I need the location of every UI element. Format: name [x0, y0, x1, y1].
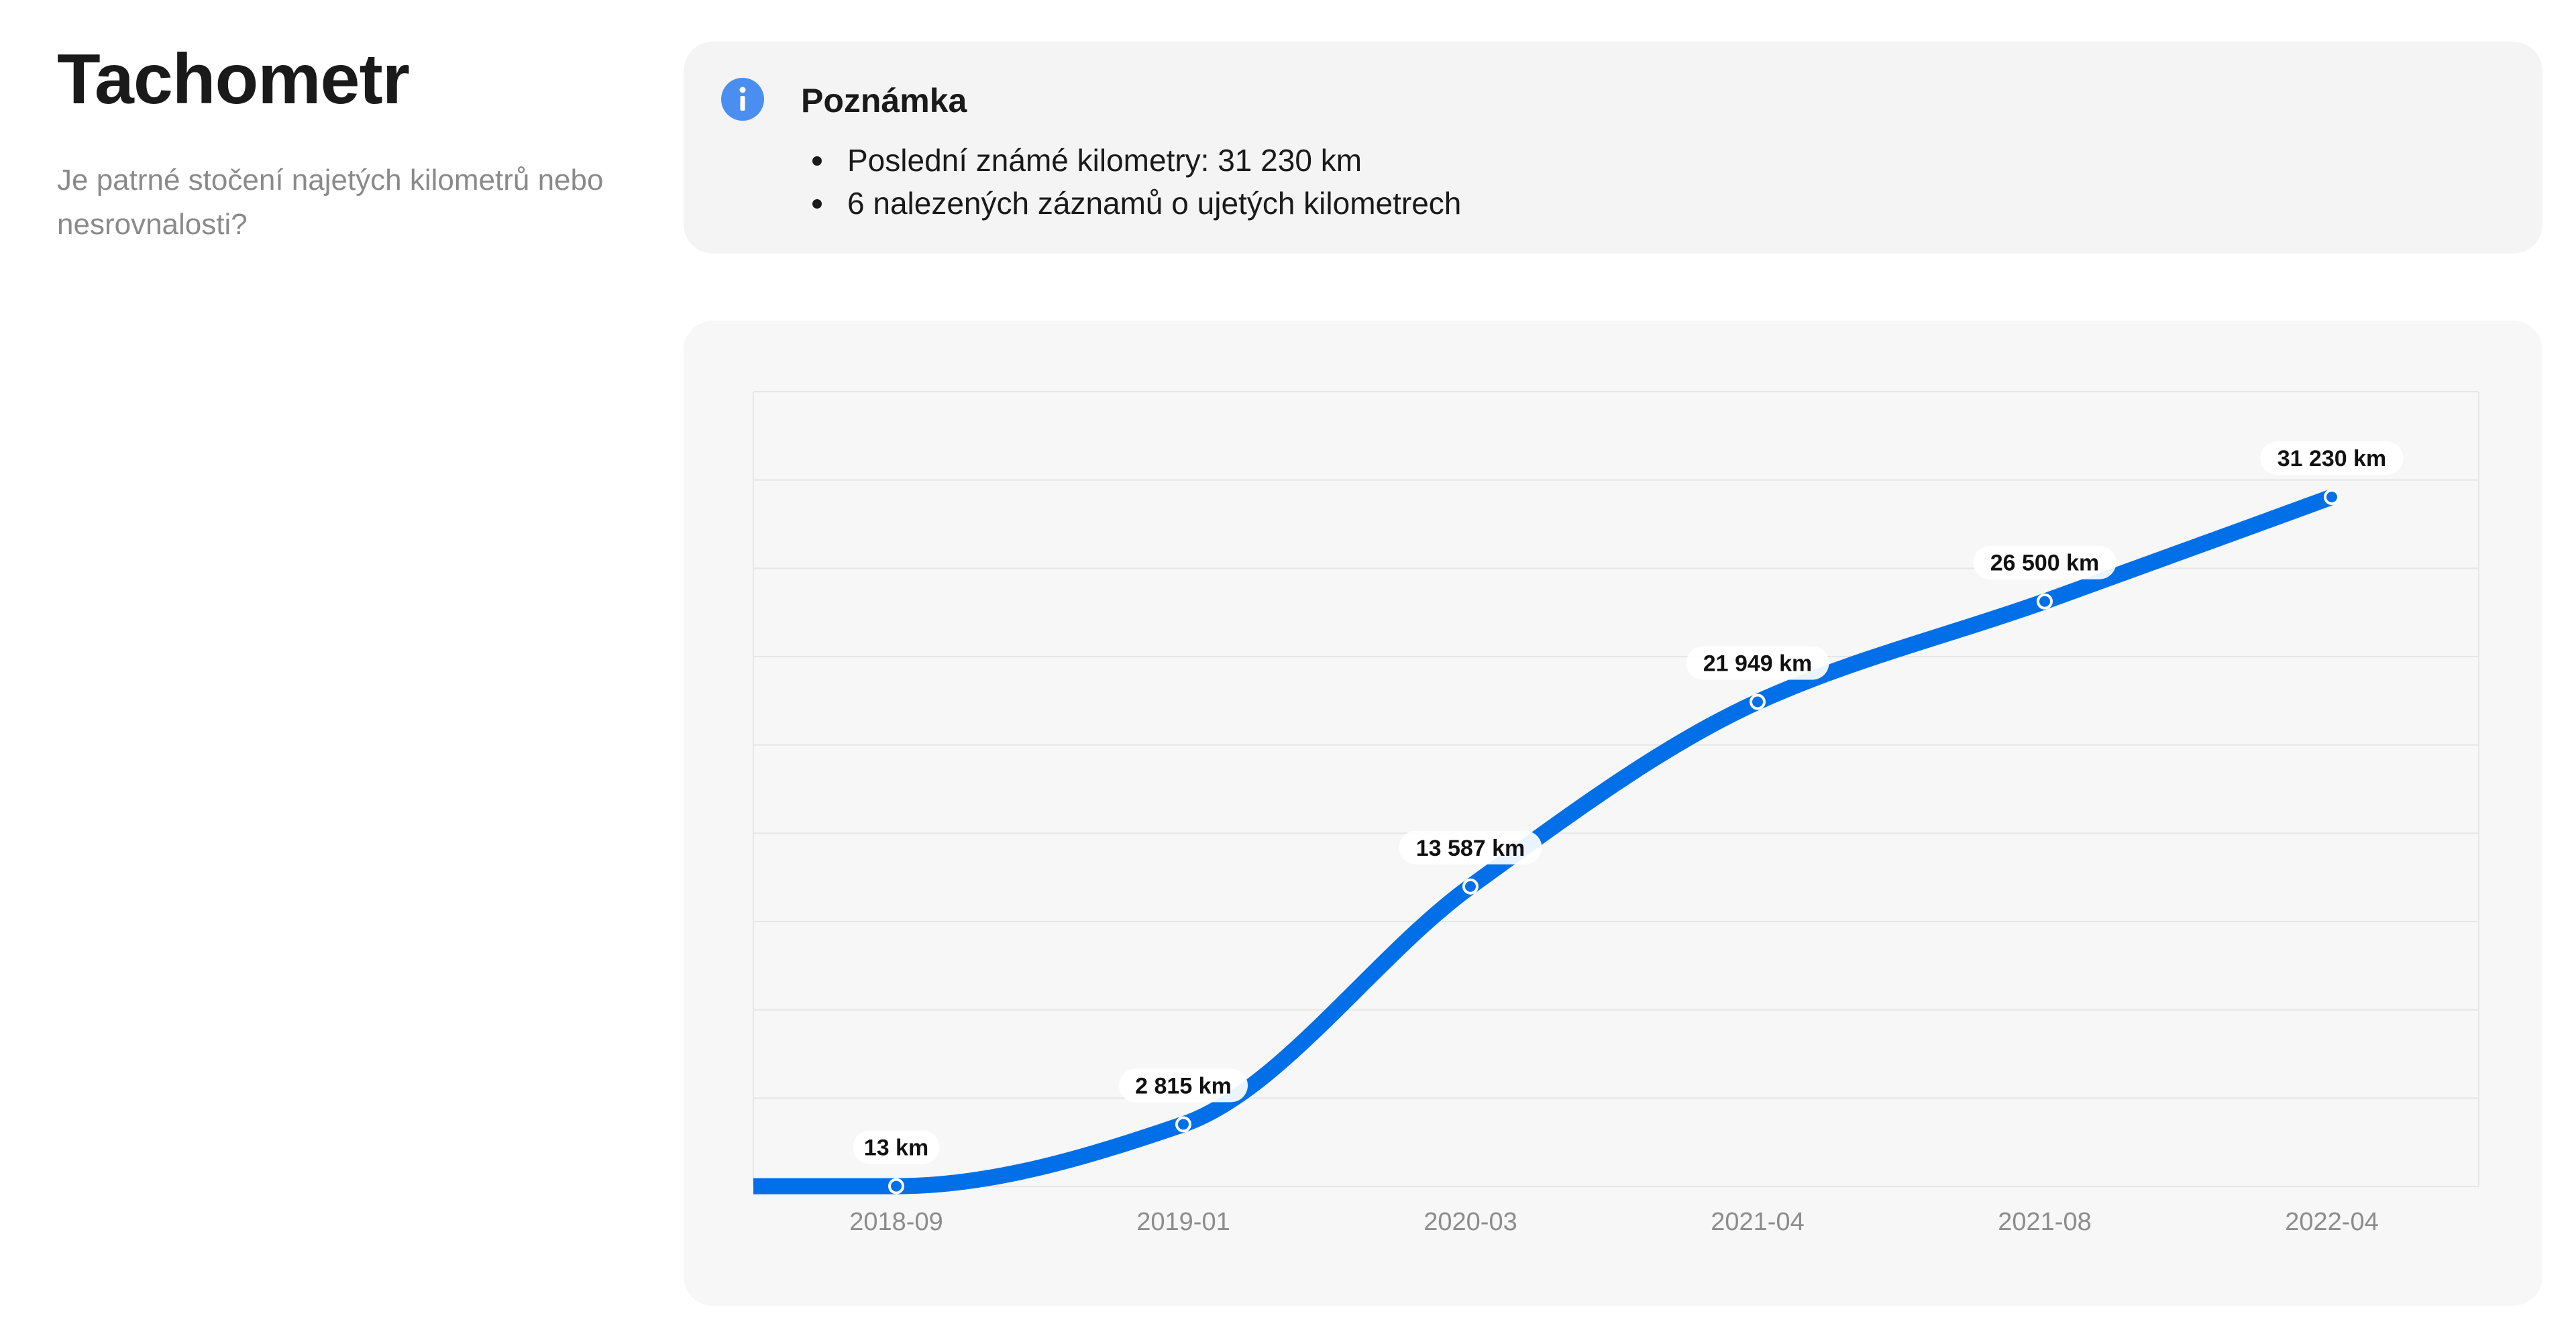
x-tick-label: 2021-08 [1998, 1208, 2091, 1236]
data-label-bg [1119, 1068, 1248, 1103]
data-point[interactable] [1462, 878, 1479, 895]
data-label: 13 587 km [1416, 836, 1525, 861]
info-icon [721, 78, 764, 121]
page-title: Tachometr [57, 40, 410, 119]
bullet-icon [812, 199, 822, 209]
data-label-bg [1686, 646, 1829, 680]
odometer-chart-card: 13 km 2 815 km 13 587 km 21 949 km 26 500 km… [684, 321, 2542, 1306]
note-item-text: Poslední známé kilometry: 31 230 km [847, 143, 1362, 178]
odometer-chart: 13 km 2 815 km 13 587 km 21 949 km 26 500 km… [753, 391, 2479, 1236]
data-label-bg [853, 1130, 940, 1164]
chart-series [753, 489, 2335, 1195]
x-tick-label: 2018-09 [849, 1208, 943, 1236]
data-point[interactable] [888, 1178, 904, 1195]
note-item: Poslední známé kilometry: 31 230 km [812, 139, 1461, 182]
data-point[interactable] [1750, 693, 1766, 710]
odometer-series-line [753, 489, 2335, 1195]
note-item: 6 nalezených záznamů o ujetých kilometre… [812, 182, 1461, 225]
data-label: 21 949 km [1703, 651, 1813, 677]
data-label: 13 km [864, 1135, 928, 1161]
x-tick-label: 2020-03 [1424, 1208, 1517, 1236]
bullet-icon [812, 156, 822, 166]
data-point[interactable] [1175, 1116, 1191, 1133]
data-point[interactable] [2324, 489, 2340, 506]
data-label: 26 500 km [1990, 551, 2100, 576]
data-label: 31 230 km [2277, 446, 2387, 471]
data-point[interactable] [2037, 593, 2053, 610]
chart-points [888, 489, 2340, 1195]
note-card: Poznámka Poslední známé kilometry: 31 23… [684, 42, 2542, 254]
data-label-bg [1399, 830, 1542, 865]
chart-data-labels: 13 km 2 815 km 13 587 km 21 949 km 26 500 km… [853, 441, 2404, 1164]
x-tick-label: 2021-04 [1711, 1208, 1804, 1236]
data-label-bg [1973, 545, 2116, 579]
x-tick-label: 2019-01 [1136, 1208, 1230, 1236]
note-list: Poslední známé kilometry: 31 230 km 6 na… [812, 139, 1461, 225]
note-title: Poznámka [801, 82, 967, 119]
note-item-text: 6 nalezených záznamů o ujetých kilometre… [847, 186, 1462, 221]
chart-grid [753, 391, 2479, 1187]
page-subtitle: Je patrné stočení najetých kilometrů neb… [57, 164, 604, 241]
data-label: 2 815 km [1135, 1073, 1232, 1099]
data-label-bg [2260, 441, 2404, 476]
chart-x-axis: 2018-09 2019-01 2020-03 2021-04 2021-08 2022-… [849, 1208, 2378, 1236]
x-tick-label: 2022-04 [2285, 1208, 2378, 1236]
